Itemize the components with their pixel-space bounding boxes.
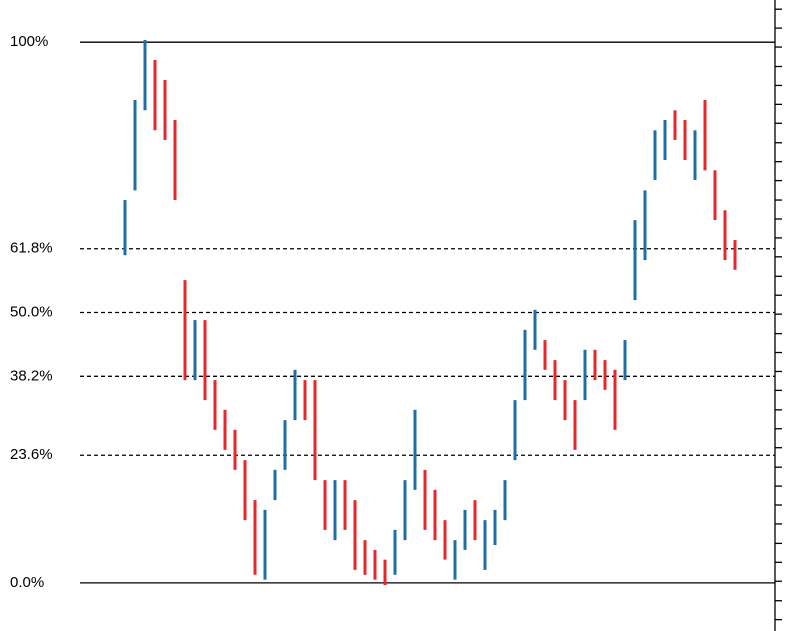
level-label: 100% [10, 33, 48, 50]
level-label: 61.8% [10, 240, 53, 257]
level-label: 50.0% [10, 303, 53, 320]
level-label: 0.0% [10, 574, 44, 591]
level-label: 38.2% [10, 367, 53, 384]
level-label: 23.6% [10, 446, 53, 463]
